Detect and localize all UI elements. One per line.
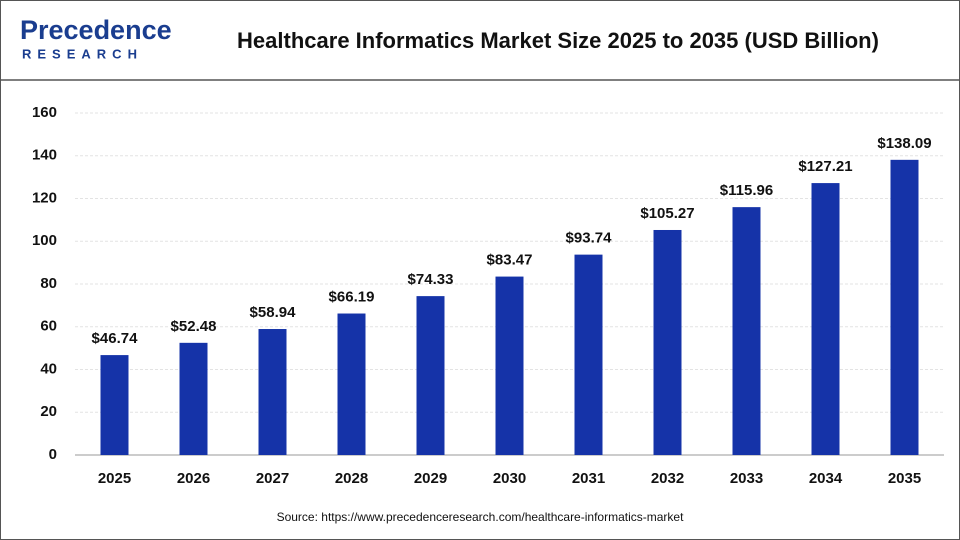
x-tick-label: 2028 (335, 470, 368, 487)
y-tick-label: 60 (40, 318, 57, 335)
x-tick-label: 2025 (98, 470, 131, 487)
x-tick-label: 2026 (177, 470, 210, 487)
x-tick-label: 2035 (888, 470, 921, 487)
x-tick-label: 2033 (730, 470, 763, 487)
y-tick-label: 20 (40, 403, 57, 420)
x-tick-label: 2027 (256, 470, 289, 487)
value-label: $127.21 (798, 158, 852, 175)
bar (890, 159, 919, 455)
value-label: $52.48 (171, 318, 217, 335)
logo-sub: RESEARCH (22, 46, 143, 61)
x-tick-label: 2032 (651, 470, 684, 487)
y-tick-label: 100 (32, 232, 57, 249)
x-tick-label: 2029 (414, 470, 447, 487)
bar (811, 183, 840, 455)
value-label: $46.74 (92, 330, 139, 347)
value-label: $66.19 (329, 288, 375, 305)
y-tick-label: 140 (32, 147, 57, 164)
bar (258, 329, 287, 455)
value-label: $93.74 (566, 230, 613, 247)
bar (337, 313, 366, 455)
value-label: $58.94 (250, 304, 297, 321)
bar (495, 276, 524, 455)
y-tick-label: 80 (40, 275, 57, 292)
x-tick-label: 2034 (809, 470, 843, 487)
value-label: $105.27 (640, 205, 694, 222)
x-tick-label: 2030 (493, 470, 526, 487)
bar (416, 296, 445, 455)
bar (574, 254, 603, 455)
bar (179, 342, 208, 455)
y-tick-label: 160 (32, 104, 57, 121)
value-label: $74.33 (408, 271, 454, 288)
x-tick-label: 2031 (572, 470, 605, 487)
value-label: $115.96 (720, 182, 773, 199)
bar (653, 229, 682, 455)
logo-name: Precedence (20, 15, 172, 45)
bar (732, 207, 761, 455)
y-tick-label: 40 (40, 360, 57, 377)
bar (100, 355, 129, 455)
chart-title: Healthcare Informatics Market Size 2025 … (237, 28, 879, 53)
source: Source: https://www.precedenceresearch.c… (277, 510, 685, 524)
y-tick-label: 0 (49, 446, 57, 463)
value-label: $83.47 (487, 252, 533, 269)
y-tick-label: 120 (32, 189, 57, 206)
value-label: $138.09 (877, 135, 931, 152)
